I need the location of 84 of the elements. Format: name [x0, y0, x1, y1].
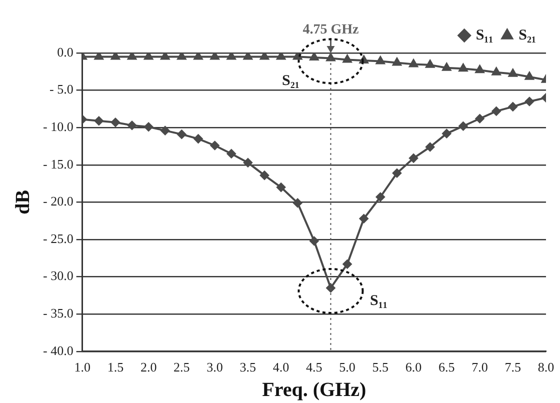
x-tick-label: 3.5 [240, 360, 256, 375]
point [409, 154, 418, 163]
point [359, 214, 368, 224]
point [508, 68, 518, 77]
annotation: S₁₁ [370, 292, 388, 309]
point [194, 53, 203, 60]
point [177, 130, 186, 139]
point [492, 67, 501, 76]
point [475, 65, 484, 74]
point [110, 118, 120, 127]
point [144, 122, 154, 132]
x-tick-label: 6.0 [405, 360, 422, 375]
y-tick-label: - 30.0 [42, 268, 74, 284]
point [293, 198, 302, 208]
y-tick-label: - 40.0 [42, 342, 74, 358]
x-tick-label: 8.0 [538, 360, 554, 375]
y-tick-label: - 35.0 [42, 306, 74, 321]
x-tick-label: 5.0 [339, 360, 356, 375]
y-tick-label: - 25.0 [42, 230, 74, 246]
point [426, 60, 435, 68]
annotation: S₂₁ [282, 73, 300, 90]
point [226, 53, 236, 60]
point [293, 53, 302, 60]
x-tick-label: 4.0 [272, 360, 290, 375]
y-axis-title: dB [12, 190, 34, 214]
x-tick-label: 3.0 [206, 360, 223, 375]
point [160, 126, 170, 136]
point [442, 62, 452, 71]
point [326, 53, 336, 62]
legend-label: S₁₁ [476, 27, 494, 44]
x-axis-title: Freq. (GHz) [262, 379, 366, 402]
point [160, 53, 170, 60]
x-tick-label: 1.5 [107, 360, 124, 375]
x-tick-label: 2.5 [174, 360, 190, 375]
point [226, 149, 236, 158]
point [426, 142, 435, 152]
point [210, 141, 220, 150]
point [276, 53, 286, 60]
point [326, 283, 336, 292]
x-tick-label: 1.0 [74, 360, 90, 375]
x-tick-label: 6.5 [438, 360, 455, 375]
point [94, 53, 104, 60]
point [177, 53, 186, 60]
point [508, 102, 518, 112]
point [342, 54, 352, 63]
point [458, 64, 468, 72]
ref-line-label: 4.75 GHz [302, 22, 359, 38]
point [194, 134, 203, 144]
point [376, 56, 385, 64]
point [524, 72, 534, 80]
x-tick-label: 5.5 [372, 360, 389, 375]
x-tick-label: 4.5 [306, 360, 322, 375]
y-tick-label: - 10.0 [42, 119, 74, 134]
x-tick-label: 7.0 [472, 360, 488, 375]
point [342, 260, 352, 269]
point [442, 129, 452, 138]
point [243, 158, 252, 168]
point [144, 53, 154, 60]
point [475, 114, 484, 124]
point [376, 192, 385, 202]
point [492, 106, 501, 116]
point [128, 53, 136, 60]
y-tick-label: 0.0 [57, 44, 74, 60]
point [128, 120, 137, 130]
y-tick-label: - 20.0 [42, 194, 74, 209]
point [524, 96, 534, 106]
point [458, 122, 468, 131]
y-tick-label: - 15.0 [42, 156, 74, 172]
point [310, 236, 319, 246]
legend-label: S₂₁ [518, 27, 536, 44]
point [310, 53, 319, 60]
y-tick-label: - 5.0 [49, 82, 74, 97]
x-tick-label: 7.5 [504, 360, 522, 375]
point [392, 168, 402, 178]
point [94, 116, 104, 126]
point [260, 170, 269, 180]
point [110, 53, 120, 60]
point [260, 53, 269, 60]
point [409, 59, 418, 68]
point [392, 58, 402, 66]
point [243, 53, 252, 60]
point [210, 53, 220, 60]
x-tick-label: 2.0 [140, 360, 157, 375]
point [276, 182, 286, 192]
